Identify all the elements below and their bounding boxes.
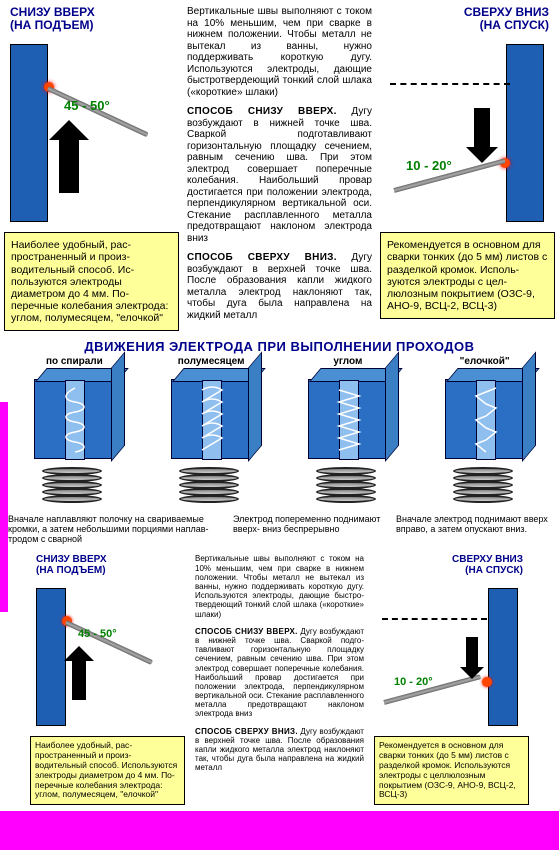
right-title-b: СВЕРХУ ВНИЗ (НА СПУСК) xyxy=(374,552,529,582)
right-info-box: Рекомендуется в основ­ном для сварки тон… xyxy=(380,232,555,318)
left-title-b: СНИЗУ ВВЕРХ (НА ПОДЪЕМ) xyxy=(30,552,185,582)
patterns-header: ДВИЖЕНИЯ ЭЛЕКТРОДА ПРИ ВЫПОЛНЕНИИ ПРОХОД… xyxy=(0,335,559,356)
coil-icon xyxy=(42,459,106,503)
pattern-angle: углом xyxy=(284,356,412,509)
arrow-up-icon xyxy=(59,138,79,193)
angle-left-b: 45 - 50° xyxy=(78,628,117,640)
right-diagram-b: 10 - 20° xyxy=(374,582,524,732)
left-diagram-b: 45 - 50° xyxy=(30,582,180,732)
left-info-b: Наиболее удобный, рас­пространенный и пр… xyxy=(30,736,185,805)
right-title: СВЕРХУ ВНИЗ (НА СПУСК) xyxy=(380,4,555,38)
left-title: СНИЗУ ВВЕРХ (НА ПОДЪЕМ) xyxy=(4,4,179,38)
coil-icon xyxy=(316,459,380,503)
herringbone-path-icon xyxy=(472,386,500,456)
wall-left xyxy=(10,44,48,222)
angle-right: 10 - 20° xyxy=(406,158,452,173)
wall-right xyxy=(488,588,518,726)
block3d-icon xyxy=(445,379,525,459)
left-diagram: 45 - 50° xyxy=(4,38,174,228)
pink-edge xyxy=(0,402,8,612)
arrow-up-icon xyxy=(72,660,86,700)
t: СПОСОБ СВЕРХУ ВНИЗ. xyxy=(195,727,298,736)
right-title-l1: СВЕРХУ ВНИЗ xyxy=(464,5,549,19)
block3d-icon xyxy=(34,379,114,459)
mid-h3: СПОСОБ СВЕРХУ ВНИЗ. xyxy=(187,252,337,263)
caption-3: Вначале электрод под­нимают вверх вправо… xyxy=(396,515,551,545)
mid-p1: Вертикальные швы выпол­няют с током на 1… xyxy=(187,6,372,98)
coil-icon xyxy=(179,459,243,503)
right-title-l2: (НА СПУСК) xyxy=(480,18,549,32)
t: (НА СПУСК) xyxy=(465,565,523,576)
left-title-l2: (НА ПОДЪЕМ) xyxy=(10,18,93,32)
block3d-icon xyxy=(308,379,388,459)
caption-2: Электрод попеременно поднимают вверх- вн… xyxy=(233,515,388,545)
t: СНИЗУ ВВЕРХ xyxy=(36,554,107,565)
wall-right xyxy=(506,44,544,222)
caption-1: Вначале наплавляют полочку на сварива­ем… xyxy=(8,515,225,545)
block3d-icon xyxy=(171,379,251,459)
angle-left: 45 - 50° xyxy=(64,98,110,113)
patterns-row: по спирали полумесяцем у xyxy=(0,356,559,513)
arrow-down-icon xyxy=(466,637,478,667)
left-title-l1: СНИЗУ ВВЕРХ xyxy=(10,5,95,19)
right-info-b: Рекомендуется в основ­ном для сварки тон… xyxy=(374,736,529,805)
crescent-path-icon xyxy=(198,386,226,456)
angle-right-b: 10 - 20° xyxy=(394,676,433,688)
pattern-herringbone: "елочкой" xyxy=(421,356,549,509)
t: СВЕРХУ ВНИЗ xyxy=(452,554,523,565)
spiral-path-icon xyxy=(61,386,89,456)
t: Дугу возбуждают в нижней точке шва. Свар… xyxy=(195,627,364,719)
mid-h2: СПОСОБ СНИЗУ ВВЕРХ. xyxy=(187,106,337,117)
t: Вертикальные швы выпол­няют с током на 1… xyxy=(195,554,364,618)
pattern-crescent: полумесяцем xyxy=(147,356,275,509)
t: (НА ПОДЪЕМ) xyxy=(36,565,106,576)
dash-line xyxy=(382,618,487,620)
t: СПОСОБ СНИЗУ ВВЕРХ. xyxy=(195,627,298,636)
arrow-down-icon xyxy=(474,108,490,148)
angle-path-icon xyxy=(335,386,363,456)
coil-icon xyxy=(453,459,517,503)
mid-col-b: Вертикальные швы выпол­няют с током на 1… xyxy=(191,552,368,774)
dash-line xyxy=(390,83,510,85)
pattern-spiral: по спирали xyxy=(10,356,138,509)
mid-column: Вертикальные швы выпол­няют с током на 1… xyxy=(183,4,376,323)
left-info-box: Наиболее удобный, рас­пространенный и пр… xyxy=(4,232,179,330)
caption-row: Вначале наплавляют полочку на сварива­ем… xyxy=(0,513,559,551)
right-diagram: 10 - 20° xyxy=(380,38,550,228)
wall-left xyxy=(36,588,66,726)
mid-p2: Дугу возбуждают в нижней точке шва. Свар… xyxy=(187,106,372,244)
